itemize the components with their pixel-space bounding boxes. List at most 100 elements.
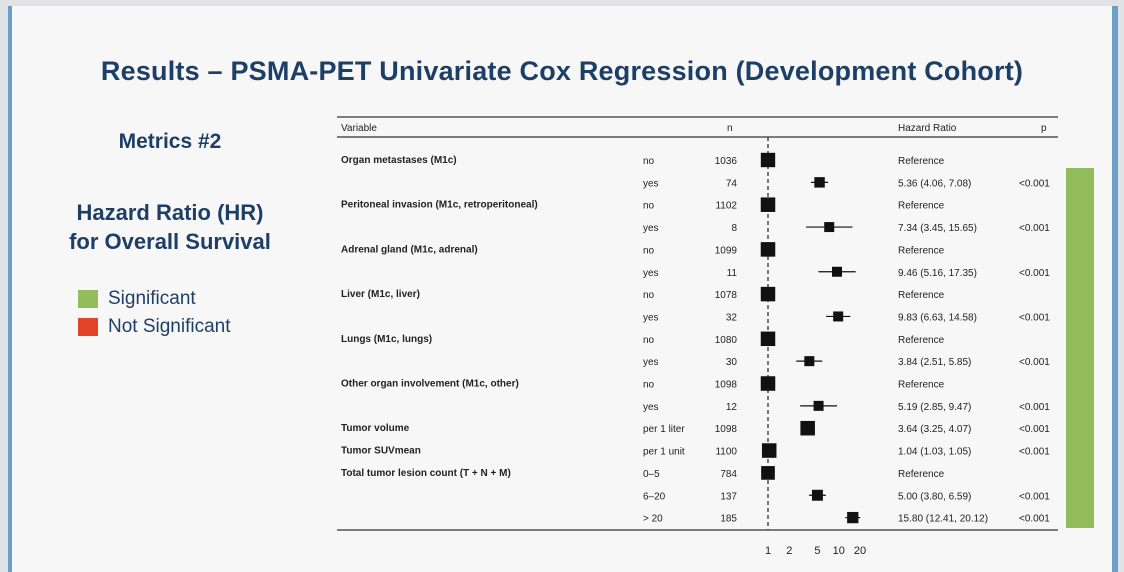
hr-point-marker: [760, 286, 776, 302]
significance-bar: [1066, 168, 1094, 528]
header-n: n: [727, 123, 733, 134]
hr-point-marker: [804, 356, 815, 367]
row-n-value: 30: [726, 357, 738, 368]
hr-title-line1: Hazard Ratio (HR): [76, 200, 264, 225]
row-n-value: 185: [720, 514, 737, 525]
row-hr-text: 5.36 (4.06, 7.08): [898, 178, 971, 189]
row-n-value: 1080: [715, 335, 738, 346]
row-hr-text: 9.83 (6.63, 14.58): [898, 312, 977, 323]
row-p-value: <0.001: [1019, 268, 1050, 279]
row-n-value: 11: [727, 268, 738, 279]
row-variable-label: Other organ involvement (M1c, other): [341, 379, 519, 390]
row-p-value: <0.001: [1019, 312, 1050, 323]
slide-frame: [8, 6, 1118, 572]
row-n-value: 1098: [715, 424, 738, 435]
hr-point-marker: [761, 466, 775, 480]
hr-point-marker: [760, 242, 776, 257]
row-n-value: 8: [731, 223, 737, 234]
row-level-label: > 20: [643, 514, 663, 525]
row-n-value: 74: [726, 178, 738, 189]
legend-item-significant: Significant: [78, 285, 231, 313]
legend-label-significant: Significant: [108, 288, 196, 309]
hr-title: Hazard Ratio (HR) for Overall Survival: [30, 198, 310, 256]
header-p: p: [1041, 123, 1047, 134]
row-n-value: 1098: [715, 380, 738, 391]
row-hr-text: Reference: [898, 201, 945, 212]
row-level-label: per 1 unit: [643, 447, 685, 458]
row-level-label: 0–5: [643, 469, 660, 480]
hr-point-marker: [800, 420, 815, 436]
row-hr-text: 3.84 (2.51, 5.85): [898, 357, 971, 368]
row-level-label: yes: [643, 402, 659, 413]
row-hr-text: 15.80 (12.41, 20.12): [898, 514, 988, 525]
legend-swatch-not-significant: [78, 318, 98, 336]
row-level-label: yes: [643, 223, 659, 234]
row-p-value: <0.001: [1019, 223, 1050, 234]
hr-point-marker: [811, 489, 823, 501]
row-hr-text: 5.19 (2.85, 9.47): [898, 402, 971, 413]
row-p-value: <0.001: [1019, 491, 1050, 502]
row-n-value: 1078: [715, 290, 738, 301]
x-tick-label: 2: [786, 545, 792, 557]
row-hr-text: Reference: [898, 245, 945, 256]
row-p-value: <0.001: [1019, 402, 1050, 413]
row-hr-text: 9.46 (5.16, 17.35): [898, 268, 977, 279]
row-level-label: per 1 liter: [643, 424, 685, 435]
x-tick-label: 20: [854, 545, 866, 557]
row-level-label: no: [643, 335, 655, 346]
hr-point-marker: [761, 443, 777, 458]
row-variable-label: Organ metastases (M1c): [341, 155, 457, 166]
row-p-value: <0.001: [1019, 424, 1050, 435]
hr-point-marker: [813, 400, 824, 411]
row-level-label: no: [643, 290, 655, 301]
x-tick-label: 10: [833, 545, 845, 557]
row-level-label: 6–20: [643, 491, 666, 502]
hr-point-marker: [760, 331, 776, 347]
row-n-value: 32: [726, 312, 738, 323]
row-p-value: <0.001: [1019, 447, 1050, 458]
row-variable-label: Peritoneal invasion (M1c, retroperitonea…: [341, 200, 538, 211]
row-hr-text: 5.00 (3.80, 6.59): [898, 491, 971, 502]
hr-point-marker: [824, 222, 835, 233]
hr-point-marker: [832, 266, 843, 277]
row-hr-text: Reference: [898, 290, 945, 301]
row-level-label: no: [643, 245, 655, 256]
row-level-label: yes: [643, 312, 659, 323]
row-p-value: <0.001: [1019, 514, 1050, 525]
row-n-value: 137: [720, 491, 737, 502]
slide-title: Results – PSMA-PET Univariate Cox Regres…: [100, 56, 1024, 86]
row-n-value: 12: [726, 402, 738, 413]
x-tick-label: 1: [765, 545, 771, 557]
legend-item-not-significant: Not Significant: [78, 313, 231, 341]
row-n-value: 784: [720, 469, 737, 480]
row-level-label: yes: [643, 178, 659, 189]
row-level-label: yes: [643, 268, 659, 279]
row-n-value: 1036: [715, 156, 738, 167]
row-n-value: 1102: [715, 201, 737, 212]
hr-point-marker: [833, 311, 844, 322]
legend-label-not-significant: Not Significant: [108, 316, 231, 337]
metrics-label: Metrics #2: [118, 130, 222, 153]
row-variable-label: Liver (M1c, liver): [341, 289, 420, 300]
hr-point-marker: [760, 197, 776, 212]
row-variable-label: Adrenal gland (M1c, adrenal): [341, 244, 478, 255]
hr-point-marker: [847, 511, 859, 524]
row-hr-text: 3.64 (3.25, 4.07): [898, 424, 971, 435]
row-hr-text: Reference: [898, 469, 945, 480]
row-variable-label: Total tumor lesion count (T + N + M): [341, 468, 511, 479]
row-variable-label: Tumor volume: [341, 423, 410, 434]
legend-swatch-significant: [78, 290, 98, 308]
row-n-value: 1100: [715, 447, 737, 458]
row-level-label: no: [643, 380, 655, 391]
row-p-value: <0.001: [1019, 178, 1050, 189]
x-tick-label: 5: [814, 545, 820, 557]
significance-legend: Significant Not Significant: [78, 285, 231, 341]
row-variable-label: Tumor SUVmean: [341, 446, 421, 457]
hr-point-marker: [760, 376, 776, 391]
row-n-value: 1099: [715, 245, 738, 256]
row-hr-text: Reference: [898, 380, 945, 391]
hr-point-marker: [814, 177, 825, 188]
row-hr-text: Reference: [898, 156, 945, 167]
row-hr-text: Reference: [898, 335, 945, 346]
